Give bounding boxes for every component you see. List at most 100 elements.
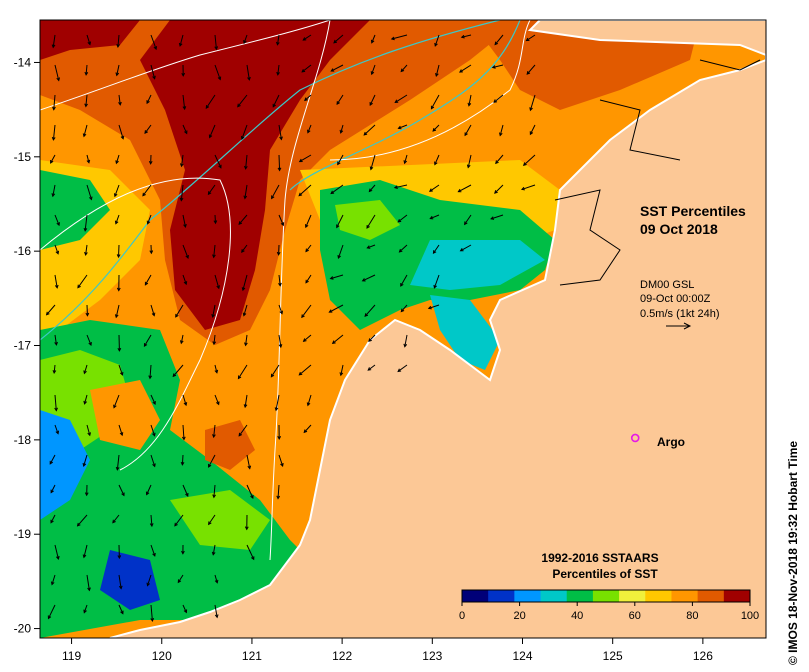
isobath-white-2 <box>269 20 331 561</box>
x-tick-label: 119 <box>62 649 81 663</box>
current-arrowhead <box>208 521 212 526</box>
current-arrowhead <box>529 107 533 112</box>
current-arrow <box>182 604 187 613</box>
current-arrow <box>499 124 504 136</box>
current-arrowhead <box>146 100 150 105</box>
current-arrow <box>329 304 344 313</box>
current-arrow <box>182 244 189 259</box>
current-arrowhead <box>145 491 150 496</box>
current-arrow <box>275 394 280 411</box>
current-time-label: 09-Oct 00:00Z <box>640 293 711 305</box>
current-arrow <box>397 214 408 223</box>
current-arrow <box>182 424 185 440</box>
current-arrow <box>433 274 440 289</box>
current-arrow <box>492 64 504 68</box>
current-arrowhead <box>121 492 125 497</box>
legend-tick-label: 60 <box>629 610 641 622</box>
current-arrowhead <box>115 466 120 471</box>
current-arrowhead <box>498 132 503 137</box>
current-arrowhead <box>331 340 336 345</box>
current-arrowhead <box>50 159 54 164</box>
current-arrow <box>526 64 536 75</box>
current-arrow <box>371 34 376 43</box>
current-arrow <box>340 124 344 133</box>
current-arrow <box>244 394 248 408</box>
current-arrowhead <box>301 68 306 73</box>
current-arrow <box>86 574 90 591</box>
current-arrow <box>214 364 218 373</box>
current-arrow <box>276 34 280 45</box>
current-arrow <box>332 334 344 344</box>
current-arrow <box>246 544 255 560</box>
legend-tick-label: 0 <box>459 610 465 622</box>
current-arrowhead <box>305 248 309 253</box>
current-arrow <box>271 184 280 199</box>
current-arrow <box>397 364 408 372</box>
current-arrowhead <box>115 160 119 165</box>
plot-frame <box>39 19 767 639</box>
current-arrowhead <box>214 46 219 51</box>
current-arrowhead <box>51 136 56 141</box>
current-arrowhead <box>428 188 433 192</box>
current-arrowhead <box>301 314 305 319</box>
y-tick-label: -17 <box>14 339 32 353</box>
y-tick-label: -19 <box>14 527 32 541</box>
current-arrow <box>429 184 440 192</box>
current-arrowhead <box>153 46 158 51</box>
current-arrowhead <box>183 609 188 614</box>
current-arrow <box>243 304 248 316</box>
current-arrow <box>115 304 120 318</box>
current-arrowhead <box>85 312 90 317</box>
current-arrowhead <box>276 495 281 500</box>
current-arrowhead <box>370 71 375 76</box>
legend-colorbar <box>461 589 751 603</box>
current-arrowhead <box>366 245 371 249</box>
current-arrow <box>118 424 123 436</box>
current-arrow <box>400 64 408 72</box>
current-arrow <box>336 94 344 105</box>
current-arrowhead <box>183 402 188 407</box>
current-arrowhead <box>211 551 216 556</box>
current-arrowhead <box>184 130 188 135</box>
y-tick-label: -18 <box>14 433 32 447</box>
current-arrowhead <box>45 311 50 316</box>
legend-tick-label: 100 <box>741 610 759 622</box>
current-arrow <box>241 124 248 140</box>
current-arrow <box>399 244 408 253</box>
current-arrow <box>214 274 220 289</box>
land-mass <box>110 20 766 638</box>
current-arrowhead <box>181 550 185 555</box>
current-arrow <box>182 94 186 110</box>
current-arrowhead <box>277 436 282 440</box>
current-arrow <box>150 304 155 316</box>
legend-title-line1: 1992-2016 SSTAARS <box>541 551 658 565</box>
current-arrowhead <box>56 222 60 227</box>
current-arrowhead <box>466 164 471 169</box>
current-arrowhead <box>180 461 185 466</box>
current-arrowhead <box>54 407 58 412</box>
current-arrow <box>404 154 408 164</box>
current-arrowhead <box>244 342 248 347</box>
current-arrow <box>83 604 88 613</box>
current-arrowhead <box>172 373 177 378</box>
current-arrow <box>307 124 312 133</box>
current-arrowhead <box>460 34 465 39</box>
current-arrowhead <box>119 371 124 376</box>
current-arrow <box>272 94 280 108</box>
current-arrowhead <box>114 314 119 319</box>
current-arrow <box>301 304 312 318</box>
current-scale-label: 0.5m/s (1kt 24h) <box>640 308 719 320</box>
current-arrowhead <box>52 106 56 111</box>
current-arrowhead <box>397 218 402 223</box>
legend-tick-label: 40 <box>571 610 583 622</box>
current-arrow <box>428 304 440 309</box>
current-arrowhead <box>363 131 368 136</box>
current-arrow <box>246 64 250 80</box>
current-arrowhead <box>82 133 87 138</box>
current-arrowhead <box>243 404 248 409</box>
current-arrow <box>144 124 152 134</box>
current-arrowhead <box>50 489 54 494</box>
current-arrow <box>434 154 440 165</box>
current-arrowhead <box>459 69 463 73</box>
current-arrowhead <box>54 284 59 289</box>
